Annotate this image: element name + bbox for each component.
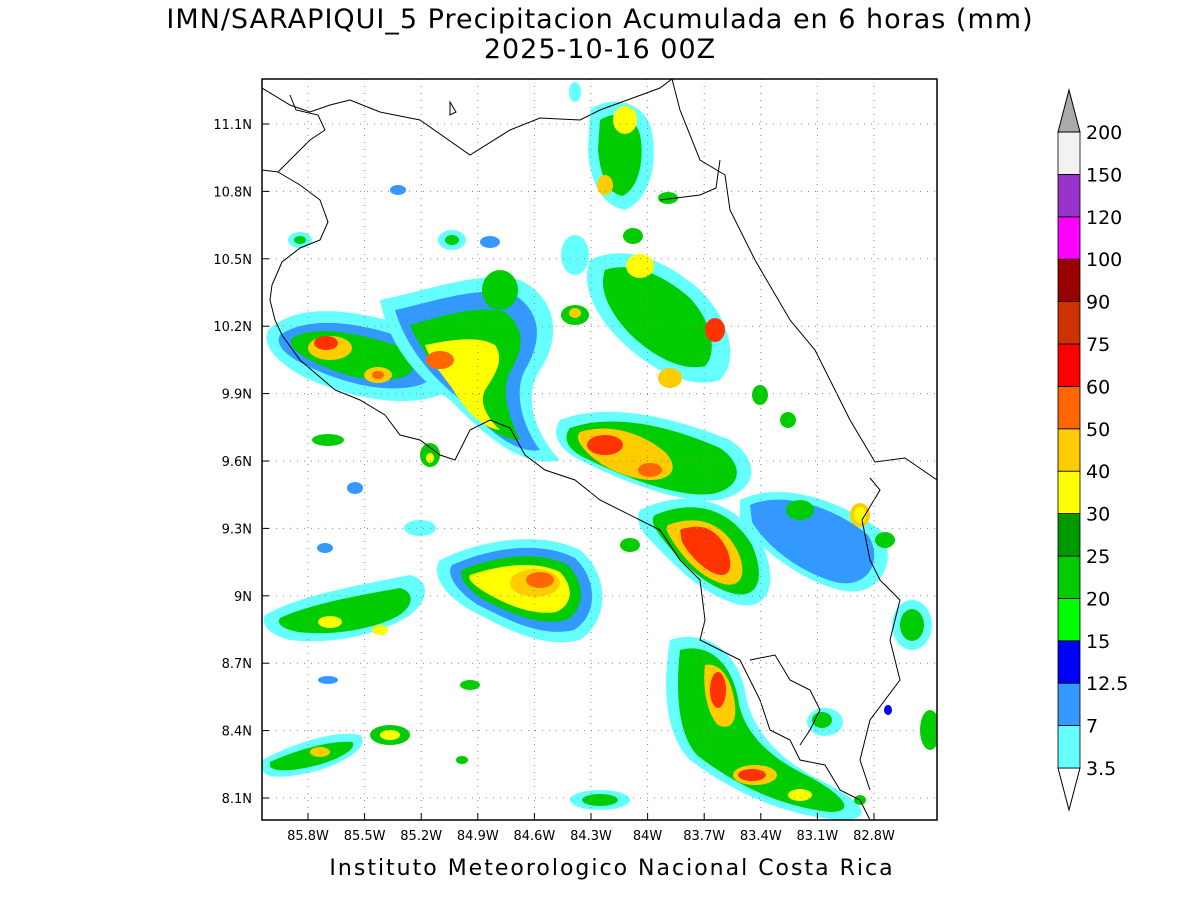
precip-blob-pacific	[263, 539, 603, 643]
lat-tick-label: 8.4N	[222, 725, 252, 740]
colorbar-swatch	[1057, 385, 1081, 430]
precip-blob-caribbean	[556, 411, 752, 501]
footer-credit: Instituto Meteorologico Nacional Costa R…	[329, 856, 895, 881]
precip-blob-south	[262, 600, 937, 820]
colorbar-legend: 3.5 7 12.5 15 20 25 30 40 50 60 75 90 100 120 150 200	[1057, 88, 1128, 812]
panama-border	[859, 477, 901, 791]
colorbar-swatch	[1057, 513, 1081, 557]
colorbar-swatch	[1057, 258, 1081, 303]
map-title: IMN/SARAPIQUI_5 Precipitacion Acumulada …	[166, 4, 1034, 35]
lon-tick-label: 85.5W	[344, 829, 386, 844]
precip-blob-north	[561, 101, 731, 388]
lat-tick-label: 10.2N	[213, 320, 252, 335]
map-datetime: 2025-10-16 00Z	[483, 34, 717, 65]
colorbar-level-label: 120	[1086, 207, 1122, 229]
golfo-dulce	[749, 654, 821, 746]
colorbar-level-label: 20	[1086, 588, 1110, 610]
lat-tick-label: 8.7N	[222, 657, 252, 672]
colorbar-swatch	[1057, 343, 1081, 387]
san-juan-river	[659, 159, 721, 201]
lat-tick-label: 9.9N	[222, 388, 252, 403]
colorbar-swatch	[1057, 131, 1081, 175]
lon-tick-label: 83.1W	[796, 829, 838, 844]
island	[449, 100, 457, 116]
colorbar-level-label: 100	[1086, 249, 1122, 271]
nicoya-gulf	[281, 334, 871, 820]
colorbar-level-label: 90	[1086, 292, 1110, 314]
colorbar-swatch	[1057, 470, 1081, 515]
lon-tick-label: 83.7W	[683, 829, 725, 844]
colorbar-swatch	[1057, 428, 1081, 472]
colorbar-swatch	[1057, 598, 1081, 642]
lon-tick-label: 84.6W	[513, 829, 555, 844]
lat-tick-label: 9.6N	[222, 455, 252, 470]
colorbar-top-arrow	[1057, 88, 1081, 133]
lat-tick-label: 11.1N	[213, 118, 252, 133]
colorbar-bottom-arrow	[1057, 767, 1081, 812]
colorbar-level-label: 12.5	[1086, 673, 1128, 695]
lon-tick-label: 82.8W	[853, 829, 895, 844]
colorbar-level-label: 60	[1086, 376, 1110, 398]
colorbar-swatch	[1057, 555, 1081, 599]
precip-blob-central	[380, 270, 560, 462]
lon-tick-label: 84.3W	[570, 829, 612, 844]
colorbar-level-label: 200	[1086, 122, 1122, 144]
lat-tick-label: 10.5N	[213, 253, 252, 268]
precip-blob-talamanca	[638, 491, 895, 606]
nicaragua-border	[262, 79, 673, 156]
colorbar-swatch	[1057, 301, 1081, 345]
colorbar-level-label: 150	[1086, 164, 1122, 186]
colorbar-swatch	[1057, 173, 1081, 218]
colorbar-swatch	[1057, 682, 1081, 727]
coastlines	[262, 79, 937, 820]
lat-tick-label: 9.3N	[222, 522, 252, 537]
colorbar-level-label: 3.5	[1086, 758, 1116, 780]
plot-frame	[261, 78, 938, 821]
lon-axis: 85.8W 85.5W 85.2W 84.9W 84.6W 84.3W 84W 83.7W 83…	[287, 813, 895, 844]
lat-tick-label: 8.1N	[222, 792, 252, 807]
colorbar-level-label: 50	[1086, 419, 1110, 441]
pacific-coast-north	[262, 94, 326, 173]
colorbar-swatch	[1057, 725, 1081, 769]
lon-tick-label: 85.8W	[287, 829, 329, 844]
lat-axis: 11.1N 10.8N 10.5N 10.2N 9.9N 9.6N 9.3N 9N 8.7N 8.…	[213, 118, 269, 807]
colorbar-level-label: 40	[1086, 461, 1110, 483]
lon-tick-label: 83.4W	[740, 829, 782, 844]
colorbar-level-label: 7	[1086, 716, 1098, 738]
colorbar-level-label: 75	[1086, 334, 1110, 356]
lat-tick-label: 9N	[234, 590, 252, 605]
colorbar-level-label: 30	[1086, 504, 1110, 526]
colorbar-level-label: 15	[1086, 631, 1110, 653]
colorbar-level-label: 25	[1086, 546, 1110, 568]
lat-tick-label: 10.8N	[213, 185, 252, 200]
colorbar-swatch	[1057, 216, 1081, 260]
lon-tick-label: 84W	[633, 829, 663, 844]
precip-field	[262, 82, 937, 820]
lon-tick-label: 84.9W	[457, 829, 499, 844]
caribbean-coast	[671, 79, 937, 481]
colorbar-swatch	[1057, 640, 1081, 684]
pacific-coast-guanacaste	[269, 171, 329, 336]
lon-tick-label: 85.2W	[400, 829, 442, 844]
gridlines	[262, 79, 937, 820]
